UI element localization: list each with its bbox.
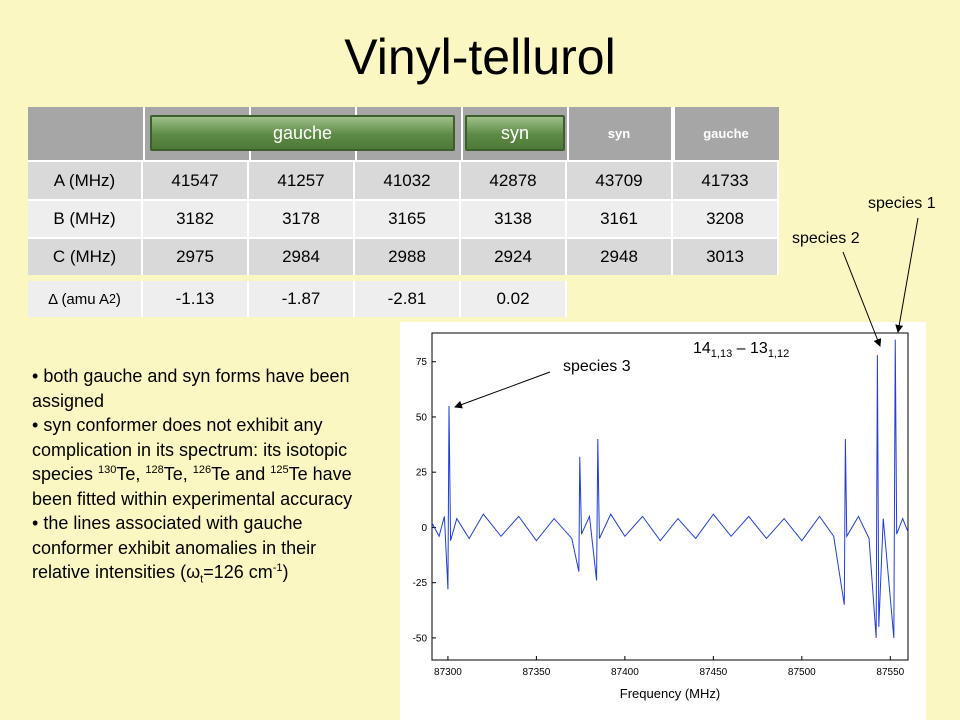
text-run: t bbox=[200, 573, 204, 586]
table-cell: -2.81 bbox=[355, 281, 461, 317]
arrow bbox=[895, 217, 919, 333]
header-divider bbox=[567, 107, 569, 160]
row-label: C (MHz) bbox=[28, 237, 143, 275]
y-tick-label: 75 bbox=[416, 357, 428, 368]
table-cell: 41257 bbox=[249, 160, 355, 199]
y-tick-label: -50 bbox=[413, 633, 428, 644]
header-divider bbox=[461, 107, 463, 160]
table-cell: 3165 bbox=[355, 199, 461, 237]
chart-panel bbox=[400, 322, 926, 720]
button: syn bbox=[465, 115, 565, 151]
table-cell: 3013 bbox=[673, 237, 779, 275]
arrow bbox=[454, 371, 551, 409]
table-cell: 3182 bbox=[143, 199, 249, 237]
plot-frame bbox=[431, 332, 909, 661]
x-tick-label: 87450 bbox=[699, 667, 727, 678]
bullet-dot: • bbox=[32, 415, 44, 435]
text-run: 125 bbox=[270, 464, 289, 476]
text-run: 1,13 bbox=[710, 348, 733, 361]
text-run: Δ (amu A bbox=[48, 290, 109, 308]
spectrum-line bbox=[431, 339, 909, 638]
table-cell: 41733 bbox=[673, 160, 779, 199]
y-tick-label: 25 bbox=[416, 468, 428, 479]
header-divider bbox=[143, 107, 145, 160]
annotation: species 2 bbox=[792, 230, 860, 247]
table-cell: 3161 bbox=[567, 199, 673, 237]
table-cell: -1.13 bbox=[143, 281, 249, 317]
table-cell: 43709 bbox=[567, 160, 673, 199]
text-run: -1 bbox=[272, 562, 283, 574]
table-cell: 42878 bbox=[461, 160, 567, 199]
slide-title: Vinyl-tellurol bbox=[344, 29, 616, 85]
text-run: 126 bbox=[192, 464, 212, 476]
bullet: • syn conformer does not exhibit any com… bbox=[32, 413, 372, 511]
header-cell: gauche bbox=[703, 126, 749, 141]
x-tick-label: 87500 bbox=[788, 667, 816, 678]
bullet: • both gauche and syn forms have been as… bbox=[32, 364, 372, 413]
row-label: Δ (amu A 2) bbox=[28, 281, 143, 317]
bullet-dot: • bbox=[32, 366, 44, 386]
x-tick-label: 87350 bbox=[522, 667, 550, 678]
text-run: ) bbox=[115, 290, 121, 308]
x-tick-label: 87300 bbox=[434, 667, 462, 678]
text-run: =126 cm bbox=[203, 562, 273, 582]
text-run: 128 bbox=[145, 464, 164, 476]
text-run: 2 bbox=[108, 292, 116, 306]
row-label: B (MHz) bbox=[28, 199, 143, 237]
header-cell: syn bbox=[567, 107, 673, 160]
table-cell: 2975 bbox=[143, 237, 249, 275]
table-cell: 41547 bbox=[143, 160, 249, 199]
table-cell: -1.87 bbox=[249, 281, 355, 317]
x-tick-label: 87550 bbox=[876, 667, 904, 678]
table-cell: 2948 bbox=[567, 237, 673, 275]
text-run: ) bbox=[282, 562, 289, 582]
text-run: 1,12 bbox=[767, 348, 790, 361]
text-run: Te, bbox=[163, 464, 193, 484]
bullet: • the lines associated with gauche confo… bbox=[32, 511, 372, 585]
x-tick-label: 87400 bbox=[611, 667, 639, 678]
text-run: – 13 bbox=[732, 340, 768, 357]
table-cell: 41032 bbox=[355, 160, 461, 199]
text-run: the lines associated with gauche conform… bbox=[32, 513, 317, 582]
text-run: both gauche and syn forms have been assi… bbox=[32, 366, 350, 411]
text-run: 130 bbox=[98, 464, 117, 476]
arrow bbox=[842, 251, 882, 347]
table-cell: 3178 bbox=[249, 199, 355, 237]
table-cell: 2984 bbox=[249, 237, 355, 275]
text-run: Te, bbox=[116, 464, 146, 484]
annotation: species 3 bbox=[563, 358, 631, 375]
bullet-dot: • bbox=[32, 513, 44, 533]
text-run: syn conformer does not exhibit any compl… bbox=[32, 415, 348, 484]
row-label: A (MHz) bbox=[28, 160, 143, 199]
bullet-list: • both gauche and syn forms have been as… bbox=[32, 364, 372, 585]
table-cell: 3208 bbox=[673, 199, 779, 237]
header-divider bbox=[673, 107, 675, 160]
table-cell: 3138 bbox=[461, 199, 567, 237]
y-tick-label: 50 bbox=[416, 412, 428, 423]
table-cell: 2988 bbox=[355, 237, 461, 275]
text-run: Te and bbox=[211, 464, 271, 484]
y-tick-label: 0 bbox=[421, 523, 427, 534]
table-cell: 2924 bbox=[461, 237, 567, 275]
x-axis-label: Frequency (MHz) bbox=[620, 686, 720, 701]
text-run: Te have been fitted within experimental … bbox=[32, 464, 353, 509]
table-cell: 0.02 bbox=[461, 281, 567, 317]
text-run: 14 bbox=[693, 340, 711, 357]
y-tick-label: -25 bbox=[413, 578, 428, 589]
annotation: 141,13 – 131,12 bbox=[693, 340, 790, 361]
button: gauche bbox=[150, 115, 455, 151]
annotation: species 1 bbox=[868, 195, 936, 212]
